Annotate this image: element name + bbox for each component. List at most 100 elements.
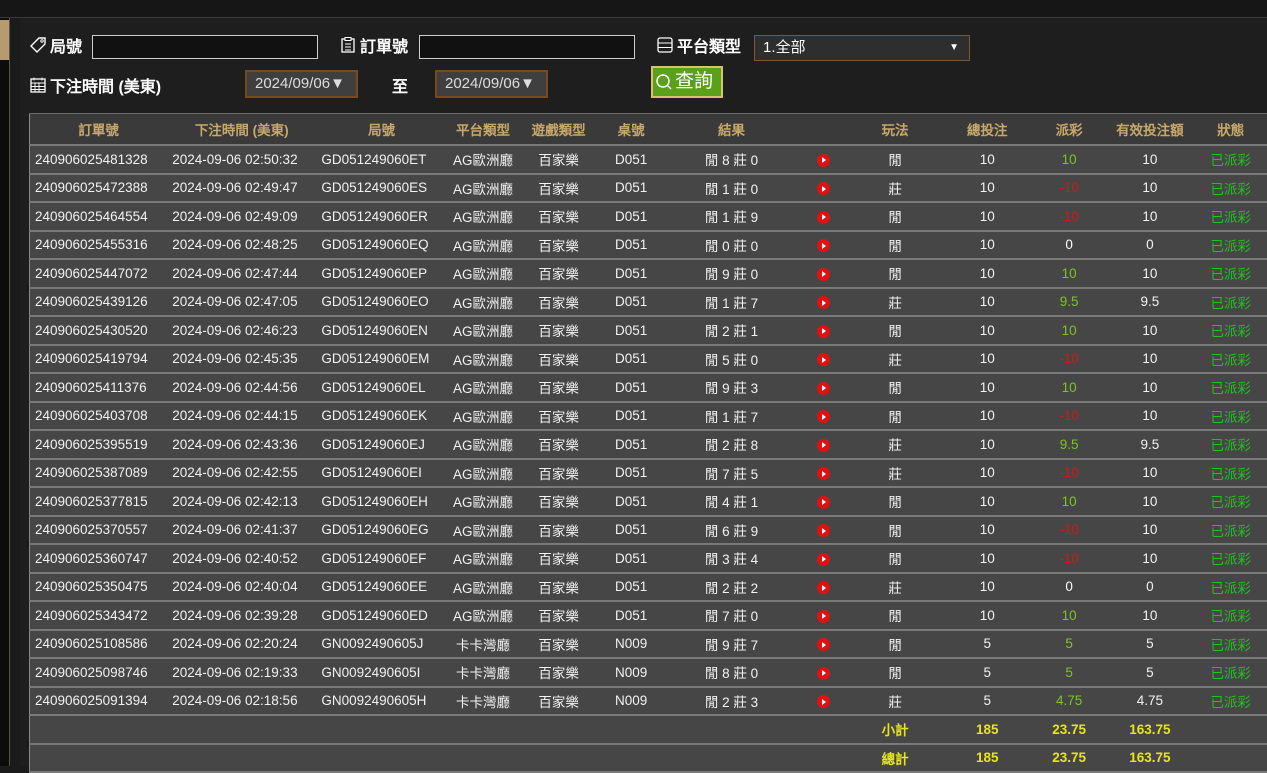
status-cell: 已派彩 xyxy=(1194,516,1267,545)
header-order-no: 訂單號 xyxy=(30,114,168,146)
header-round-no: 局號 xyxy=(316,114,446,146)
video-cell xyxy=(799,687,849,716)
play-video-icon[interactable] xyxy=(817,268,830,281)
round-label-text: 局號 xyxy=(50,33,82,57)
platform-cell: AG歐洲廳 xyxy=(447,202,519,231)
payout-cell: 9.5 xyxy=(1033,430,1105,459)
status-cell: 已派彩 xyxy=(1194,345,1267,374)
play-video-icon[interactable] xyxy=(817,667,830,680)
game-type-cell: 百家樂 xyxy=(519,630,598,659)
round-no-cell: GD051249060EL xyxy=(316,373,446,402)
result-cell: 閒 9 莊 7 xyxy=(664,630,799,659)
table-no-cell: N009 xyxy=(598,658,664,687)
video-cell xyxy=(799,316,849,345)
empty-cell xyxy=(598,715,664,744)
play-video-icon[interactable] xyxy=(817,496,830,509)
result-cell: 閒 8 莊 0 xyxy=(664,145,799,174)
play-video-icon[interactable] xyxy=(817,382,830,395)
date-to-select[interactable]: 2024/09/06▼ xyxy=(435,70,548,98)
bet-type-cell: 閒 xyxy=(849,487,942,516)
payout-cell: 10 xyxy=(1033,145,1105,174)
play-video-icon[interactable] xyxy=(817,581,830,594)
play-video-icon[interactable] xyxy=(817,325,830,338)
valid-bet-cell: 10 xyxy=(1105,316,1194,345)
side-tab[interactable] xyxy=(0,20,9,60)
bet-type-cell: 莊 xyxy=(849,687,942,716)
date-from-select[interactable]: 2024/09/06▼ xyxy=(245,70,358,98)
result-cell: 閒 2 莊 8 xyxy=(664,430,799,459)
play-video-icon[interactable] xyxy=(817,353,830,366)
header-payout: 派彩 xyxy=(1033,114,1105,146)
platform-cell: AG歐洲廳 xyxy=(447,288,519,317)
bet-time-cell: 2024-09-06 02:48:25 xyxy=(167,231,316,260)
empty-cell xyxy=(30,715,168,744)
play-video-icon[interactable] xyxy=(817,410,830,423)
payout-cell: 5 xyxy=(1033,658,1105,687)
status-cell: 已派彩 xyxy=(1194,288,1267,317)
play-video-icon[interactable] xyxy=(817,182,830,195)
valid-bet-cell: 10 xyxy=(1105,601,1194,630)
query-button[interactable]: 查詢 xyxy=(651,66,723,98)
play-video-icon[interactable] xyxy=(817,154,830,167)
bet-type-cell: 閒 xyxy=(849,516,942,545)
bet-time-cell: 2024-09-06 02:44:56 xyxy=(167,373,316,402)
time-label-text: 下注時間 (美東) xyxy=(50,73,161,97)
valid-bet-cell: 10 xyxy=(1105,402,1194,431)
status-cell: 已派彩 xyxy=(1194,202,1267,231)
valid-bet-cell: 10 xyxy=(1105,373,1194,402)
play-video-icon[interactable] xyxy=(817,553,830,566)
play-video-icon[interactable] xyxy=(817,638,830,651)
platform-cell: AG歐洲廳 xyxy=(447,259,519,288)
play-video-icon[interactable] xyxy=(817,467,830,480)
platform-label-text: 平台類型 xyxy=(677,33,741,57)
play-video-icon[interactable] xyxy=(817,695,830,708)
play-video-icon[interactable] xyxy=(817,439,830,452)
valid-bet-cell: 0 xyxy=(1105,573,1194,602)
play-video-icon[interactable] xyxy=(817,239,830,252)
platform-select[interactable]: 1.全部 ▼ xyxy=(754,35,970,61)
bet-type-cell: 莊 xyxy=(849,288,942,317)
grand-total-row-payout: 23.75 xyxy=(1033,744,1105,773)
valid-bet-cell: 10 xyxy=(1105,174,1194,203)
order-input[interactable] xyxy=(419,35,635,59)
bet-type-cell: 閒 xyxy=(849,145,942,174)
round-input[interactable] xyxy=(92,35,318,59)
empty-cell xyxy=(167,744,316,773)
grand-total-row-valid-bet: 163.75 xyxy=(1105,744,1194,773)
play-video-icon[interactable] xyxy=(817,610,830,623)
header-game-type: 遊戲類型 xyxy=(519,114,598,146)
play-video-icon[interactable] xyxy=(817,296,830,309)
play-video-icon[interactable] xyxy=(817,524,830,537)
total-bet-cell: 10 xyxy=(942,288,1033,317)
table-no-cell: D051 xyxy=(598,487,664,516)
result-cell: 閒 3 莊 4 xyxy=(664,544,799,573)
platform-cell: AG歐洲廳 xyxy=(447,402,519,431)
empty-cell xyxy=(1194,715,1267,744)
table-no-cell: D051 xyxy=(598,402,664,431)
bet-type-cell: 閒 xyxy=(849,402,942,431)
table-no-cell: D051 xyxy=(598,459,664,488)
play-video-icon[interactable] xyxy=(817,211,830,224)
status-cell: 已派彩 xyxy=(1194,687,1267,716)
